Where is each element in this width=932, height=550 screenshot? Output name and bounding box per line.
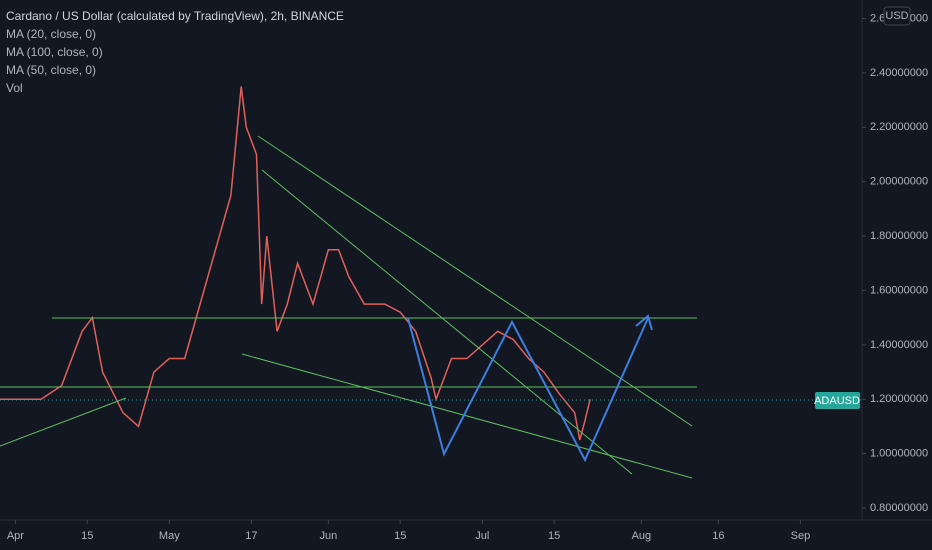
price-line	[0, 86, 591, 441]
x-tick-label: Apr	[7, 530, 24, 542]
x-tick-label: 15	[394, 530, 406, 542]
y-tick-label: 1.40000000	[870, 339, 928, 351]
x-tick-label: 15	[81, 530, 93, 542]
indicator-label: MA (100, close, 0)	[6, 45, 103, 59]
trendlines	[0, 135, 697, 479]
symbol-badge	[815, 392, 860, 409]
x-tick-label: Aug	[632, 530, 652, 542]
trendline	[0, 397, 127, 447]
y-tick-label: 1.00000000	[870, 448, 928, 460]
x-tick-label: 16	[712, 530, 724, 542]
plot-area	[0, 86, 591, 441]
y-tick-label: 2.40000000	[870, 67, 928, 79]
currency-label: USD	[885, 10, 908, 22]
y-tick-label: 2.00000000	[870, 176, 928, 188]
axes: 0.80000000 1.00000000 1.20000000 1.40000000…	[7, 12, 928, 542]
currency-badge	[883, 6, 911, 26]
y-tick-label: 1.20000000	[870, 393, 928, 405]
y-tick-label: 2.20000000	[870, 121, 928, 133]
symbol-label: ADAUSD	[814, 395, 860, 407]
x-tick-label: May	[159, 530, 180, 542]
pattern-arrow	[635, 314, 653, 331]
trendline	[257, 135, 693, 427]
trendline	[241, 353, 693, 479]
chart-title: Cardano / US Dollar (calculated by Tradi…	[6, 9, 344, 23]
y-tick-label: 0.80000000	[870, 502, 928, 514]
x-tick-label: Jun	[320, 530, 338, 542]
indicator-label: Vol	[6, 81, 23, 95]
x-tick-label: 17	[245, 530, 257, 542]
y-tick-label: 1.60000000	[870, 284, 928, 296]
indicator-label: MA (20, close, 0)	[6, 27, 96, 41]
trendline	[261, 169, 633, 475]
pattern-path	[407, 317, 649, 463]
indicator-label: MA (50, close, 0)	[6, 63, 96, 77]
x-tick-label: Jul	[475, 530, 489, 542]
y-tick-label: 1.80000000	[870, 230, 928, 242]
x-tick-label: 15	[548, 530, 560, 542]
x-tick-label: Sep	[791, 530, 811, 542]
